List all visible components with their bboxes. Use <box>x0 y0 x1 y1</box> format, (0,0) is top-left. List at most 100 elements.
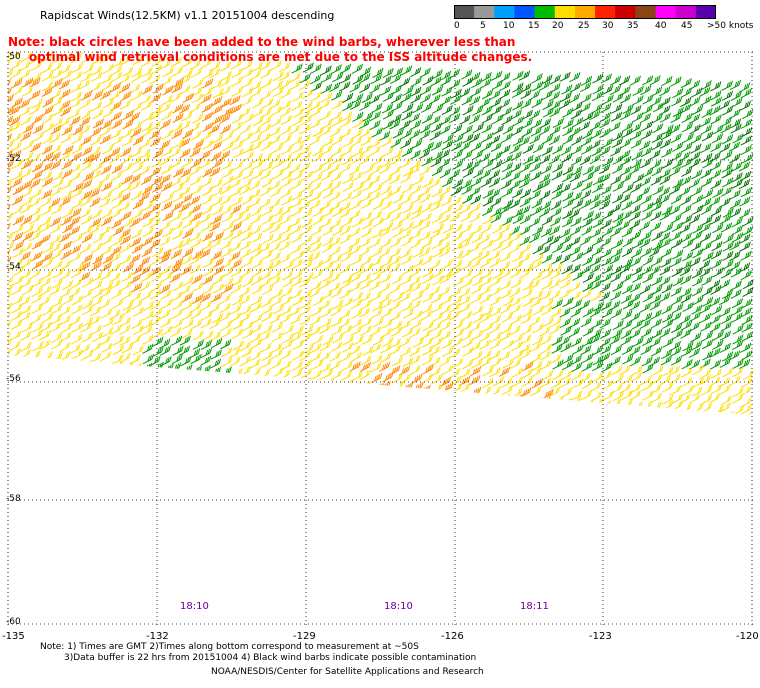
wind-barb <box>650 309 662 320</box>
wind-barb <box>521 118 533 129</box>
wind-barb <box>380 75 392 86</box>
wind-barb <box>331 99 343 110</box>
wind-barb <box>729 240 741 251</box>
wind-barb <box>732 324 744 335</box>
wind-barb <box>421 355 434 366</box>
wind-barb <box>50 314 62 325</box>
wind-barb <box>81 253 93 264</box>
wind-barb <box>461 150 473 161</box>
wind-barb <box>322 136 334 147</box>
wind-barb <box>558 289 571 300</box>
wind-barb <box>420 85 432 96</box>
wind-barb <box>621 284 633 295</box>
wind-barb <box>610 417 621 427</box>
wind-barb <box>412 175 424 186</box>
wind-barb <box>231 121 243 133</box>
wind-barb <box>701 131 714 142</box>
wind-barb <box>182 393 194 404</box>
wind-barb <box>70 278 82 289</box>
wind-barb <box>161 417 172 427</box>
wind-barb <box>250 275 262 286</box>
wind-barb <box>348 237 361 248</box>
wind-barb <box>512 82 524 93</box>
wind-barb <box>730 123 742 134</box>
wind-barb <box>361 317 373 328</box>
wind-barb <box>441 364 454 375</box>
wind-barb <box>659 238 671 249</box>
wind-barb <box>650 221 662 232</box>
wind-barb <box>553 426 564 436</box>
wind-barb <box>180 417 191 427</box>
wind-barb <box>459 394 472 405</box>
wind-barb <box>740 397 752 408</box>
wind-barb <box>440 75 452 87</box>
wind-barb <box>329 81 341 92</box>
wind-barb <box>29 197 41 208</box>
wind-barb <box>679 410 684 415</box>
wind-barb <box>292 385 304 396</box>
wind-barb <box>509 143 521 155</box>
wind-barb <box>371 389 383 400</box>
wind-barb <box>130 147 142 158</box>
wind-barb <box>82 64 94 75</box>
wind-barb <box>632 337 644 348</box>
wind-barb <box>471 268 484 279</box>
wind-barb <box>659 86 671 97</box>
wind-barb <box>192 293 204 305</box>
wind-barb <box>620 329 632 340</box>
wind-barb <box>660 130 672 141</box>
wind-barb <box>491 70 503 81</box>
wind-barb <box>732 430 743 440</box>
colorbar-label: 15 <box>528 21 540 31</box>
wind-barb <box>469 159 481 170</box>
wind-barbs-layer <box>8 52 754 440</box>
wind-barb <box>221 402 233 413</box>
wind-barb <box>371 247 383 258</box>
wind-barb <box>211 104 223 115</box>
wind-barb <box>741 298 753 309</box>
wind-barb <box>461 95 473 106</box>
wind-barb <box>531 270 543 281</box>
wind-barb <box>641 335 654 347</box>
wind-barb <box>512 424 523 434</box>
wind-barb <box>452 421 463 431</box>
wind-barb <box>221 347 233 358</box>
wind-barb <box>69 171 81 182</box>
wind-barb <box>11 86 23 97</box>
wind-barb <box>419 421 430 431</box>
colorbar-label: 5 <box>480 21 486 31</box>
wind-barb <box>202 284 214 295</box>
wind-barb <box>419 429 430 439</box>
wind-barb <box>402 417 413 427</box>
wind-barb <box>729 411 734 415</box>
wind-barb <box>621 345 633 356</box>
wind-barb <box>548 154 561 165</box>
wind-barb <box>499 89 511 100</box>
wind-barb <box>219 113 231 124</box>
wind-barb <box>181 364 193 375</box>
wind-barb <box>269 134 281 145</box>
wind-barb <box>690 332 702 343</box>
wind-barb <box>232 375 244 386</box>
wind-barb <box>710 259 722 270</box>
wind-barb <box>280 88 292 99</box>
wind-barb <box>512 214 524 225</box>
wind-barb <box>10 403 22 414</box>
wind-barb <box>479 401 491 412</box>
wind-barb <box>468 242 481 253</box>
wind-barb <box>499 393 511 404</box>
wind-barb <box>142 354 154 365</box>
wind-barb <box>619 110 632 121</box>
wind-barb <box>399 248 411 259</box>
wind-barb <box>662 419 673 429</box>
wind-barb <box>122 109 134 120</box>
wind-barb <box>29 77 41 88</box>
colorbar-swatch <box>494 5 515 19</box>
wind-barb <box>269 198 281 209</box>
wind-barb <box>539 326 551 337</box>
wind-barb <box>649 149 661 160</box>
wind-barb <box>200 58 212 69</box>
wind-barb <box>711 133 724 144</box>
wind-barb <box>530 422 541 432</box>
wind-barb <box>592 424 603 434</box>
